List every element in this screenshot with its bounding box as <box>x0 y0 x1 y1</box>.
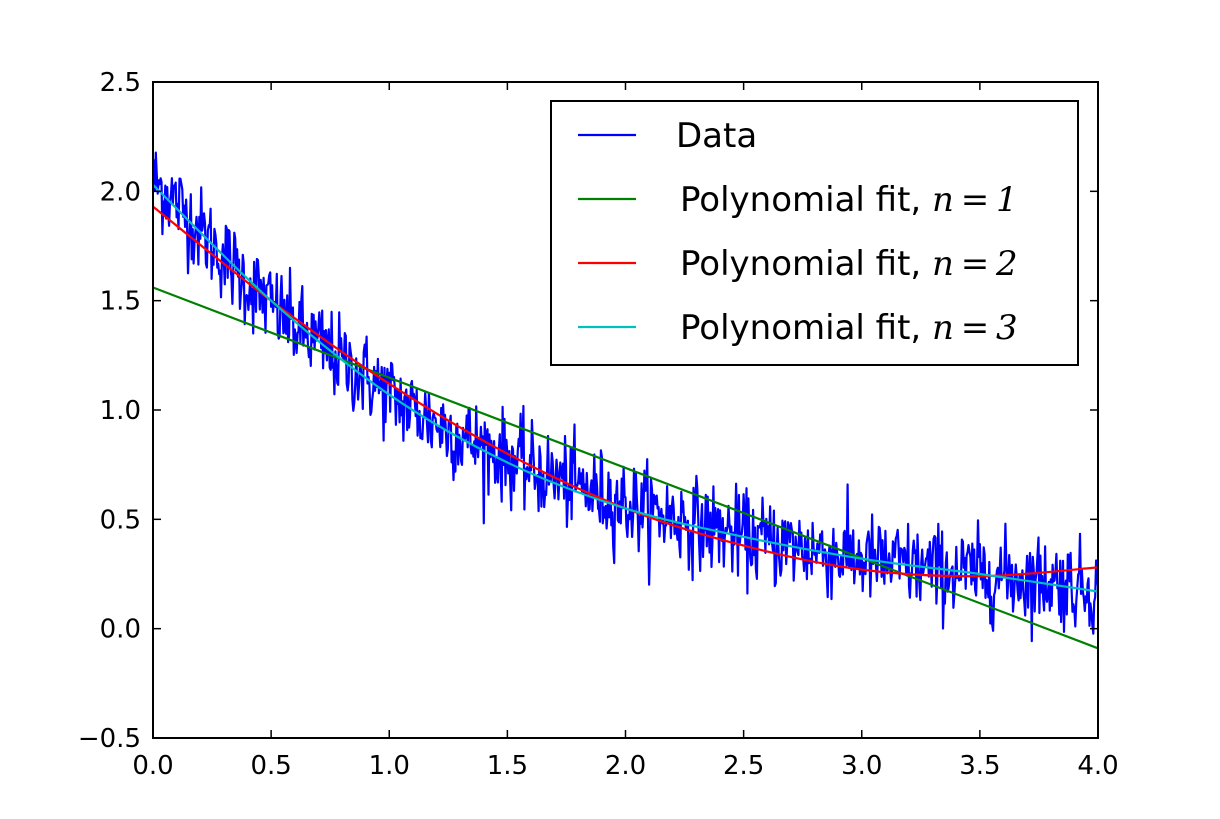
x-tick-label: 1.5 <box>487 751 528 781</box>
y-tick-label: 0.0 <box>100 615 141 645</box>
series-layer <box>153 151 1098 650</box>
y-tick-label: 2.5 <box>100 68 141 98</box>
x-tick-label: 2.5 <box>723 751 764 781</box>
series-line-4 <box>153 184 1098 593</box>
legend-label-3: Polynomial fit, n = 2 <box>680 244 1018 284</box>
y-tick-label: −0.5 <box>78 724 141 754</box>
x-tick-label: 0.5 <box>250 751 291 781</box>
legend-label-text: Polynomial fit, <box>680 244 932 284</box>
legend-box <box>550 100 1079 366</box>
series-line-2 <box>153 286 1098 650</box>
legend-label-text: Polynomial fit, <box>680 308 932 348</box>
x-tick-label: 4.0 <box>1077 751 1118 781</box>
legend-label-text: Polynomial fit, <box>680 180 932 220</box>
series-line-1 <box>153 151 1098 643</box>
x-tick-label: 3.0 <box>841 751 882 781</box>
ticks-layer <box>152 81 1099 739</box>
x-axis-tick-labels: 0.0 0.5 1.0 1.5 2.0 2.5 3.0 3.5 4.0 <box>132 751 1118 781</box>
legend-label-1: Data <box>676 116 757 156</box>
legend-label-2: Polynomial fit, n = 1 <box>680 180 1018 220</box>
legend-label-math: n = 2 <box>932 244 1018 284</box>
x-tick-label: 2.0 <box>605 751 646 781</box>
legend-label-math: n = 1 <box>932 180 1018 220</box>
x-tick-label: 3.5 <box>959 751 1000 781</box>
y-axis-tick-labels: −0.5 0.0 0.5 1.0 1.5 2.0 2.5 <box>78 68 141 754</box>
y-tick-label: 2.0 <box>100 177 141 207</box>
y-tick-label: 0.5 <box>100 505 141 535</box>
legend-label-math: n = 3 <box>932 308 1018 348</box>
y-tick-label: 1.0 <box>100 396 141 426</box>
y-tick-label: 1.5 <box>100 287 141 317</box>
x-tick-label: 1.0 <box>369 751 410 781</box>
x-tick-label: 0.0 <box>132 751 173 781</box>
legend-label-4: Polynomial fit, n = 3 <box>680 308 1018 348</box>
